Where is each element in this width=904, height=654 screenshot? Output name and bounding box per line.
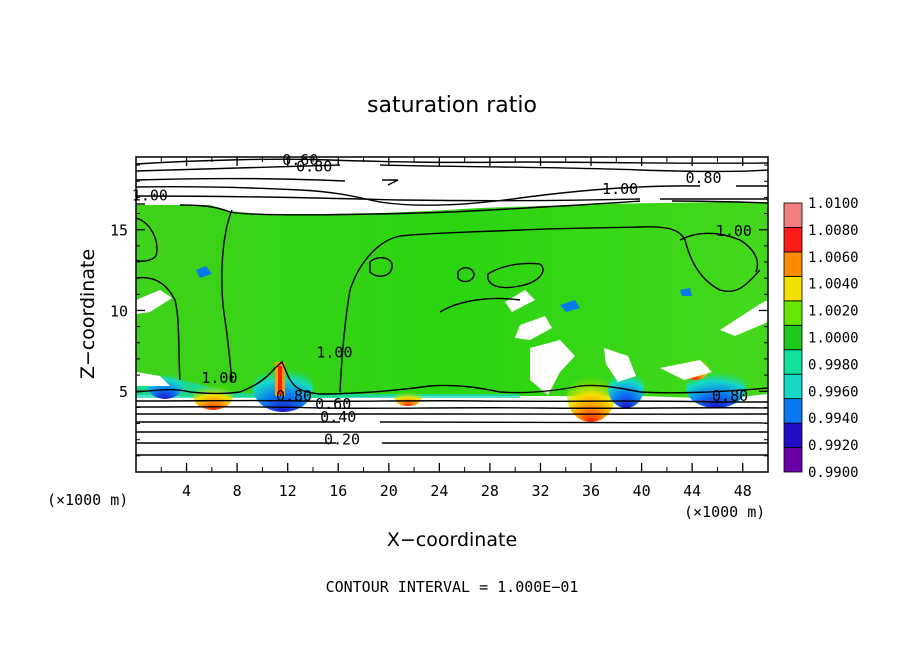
contour-label: 0.60 xyxy=(282,151,318,169)
y-axis: 5 10 15 xyxy=(110,164,768,457)
contour-label: 1.00 xyxy=(602,180,638,198)
contour-label: 0.80 xyxy=(296,158,332,176)
y-tick-label: 5 xyxy=(119,383,128,401)
plot-frame xyxy=(135,156,769,473)
colorbar-label: 1.0020 xyxy=(808,304,859,320)
colorbar-swatch xyxy=(783,251,803,277)
colorbar-label: 0.9960 xyxy=(808,384,859,400)
colorbar-label: 1.0000 xyxy=(808,331,859,347)
x-axis: 4 8 12 16 20 24 28 32 36 40 44 48 xyxy=(160,157,752,500)
contour-label: 1.00 xyxy=(132,187,168,205)
colorbar-swatch xyxy=(783,398,803,424)
colorbar-swatch xyxy=(783,422,803,448)
colorbar-label: 0.9920 xyxy=(808,438,859,454)
colorbar-label: 1.0040 xyxy=(808,277,859,293)
contour-label: 1.00 xyxy=(716,222,752,240)
contour-label: 0.80 xyxy=(712,387,748,405)
x-tick-label: 36 xyxy=(582,482,600,500)
colorbar-swatch xyxy=(783,300,803,326)
y-tick-label: 10 xyxy=(110,302,128,320)
x-tick-label: 4 xyxy=(182,482,191,500)
x-tick-label: 24 xyxy=(430,482,448,500)
x-unit-label-right: (×1000 m) xyxy=(684,503,765,521)
contour-interval-note: CONTOUR INTERVAL = 1.000E−01 xyxy=(326,578,579,596)
contour-labels: 0.600.800.801.00 1.001.001.001.000.80 0.60… xyxy=(132,151,752,449)
contour-label: 1.00 xyxy=(316,343,352,361)
heatmap-field xyxy=(136,202,768,422)
x-tick-label: 32 xyxy=(531,482,549,500)
contour-label: 0.80 xyxy=(276,387,312,405)
colorbar-swatch xyxy=(783,202,803,228)
y-tick-label: 15 xyxy=(110,222,128,240)
colorbar-label: 1.0080 xyxy=(808,223,859,239)
contour-label: 0.20 xyxy=(324,431,360,449)
x-unit-label-left: (×1000 m) xyxy=(47,491,128,509)
chart-title: saturation ratio xyxy=(367,93,537,118)
colorbar-label: 1.0060 xyxy=(808,250,859,266)
colorbar-swatch xyxy=(783,373,803,400)
x-tick-label: 16 xyxy=(329,482,347,500)
x-tick-label: 40 xyxy=(633,482,651,500)
x-tick-label: 28 xyxy=(481,482,499,500)
x-axis-label: X−coordinate xyxy=(387,529,517,551)
colorbar-swatch xyxy=(783,349,803,375)
colorbar: 0.9900 0.9920 0.9940 0.9960 0.9980 1.0000 1.00… xyxy=(783,196,859,481)
contour-label: 0.40 xyxy=(320,408,356,426)
x-tick-label: 44 xyxy=(683,482,701,500)
x-tick-label: 12 xyxy=(279,482,297,500)
colorbar-swatch xyxy=(783,275,803,302)
colorbar-swatch xyxy=(783,447,803,473)
x-tick-label: 48 xyxy=(734,482,752,500)
x-tick-label: 20 xyxy=(380,482,398,500)
contour-lines xyxy=(136,158,768,456)
colorbar-label: 0.9980 xyxy=(808,357,859,373)
x-tick-label: 8 xyxy=(233,482,242,500)
contour-label: 1.00 xyxy=(201,369,237,387)
colorbar-label: 0.9900 xyxy=(808,465,859,481)
contour-label: 0.80 xyxy=(685,169,721,187)
colorbar-label: 1.0100 xyxy=(808,196,859,212)
colorbar-swatch xyxy=(783,227,803,253)
y-axis-label: Z−coordinate xyxy=(77,249,99,379)
colorbar-label: 0.9940 xyxy=(808,411,859,427)
contour-label: 0.60 xyxy=(315,395,351,413)
colorbar-swatch xyxy=(783,324,803,351)
